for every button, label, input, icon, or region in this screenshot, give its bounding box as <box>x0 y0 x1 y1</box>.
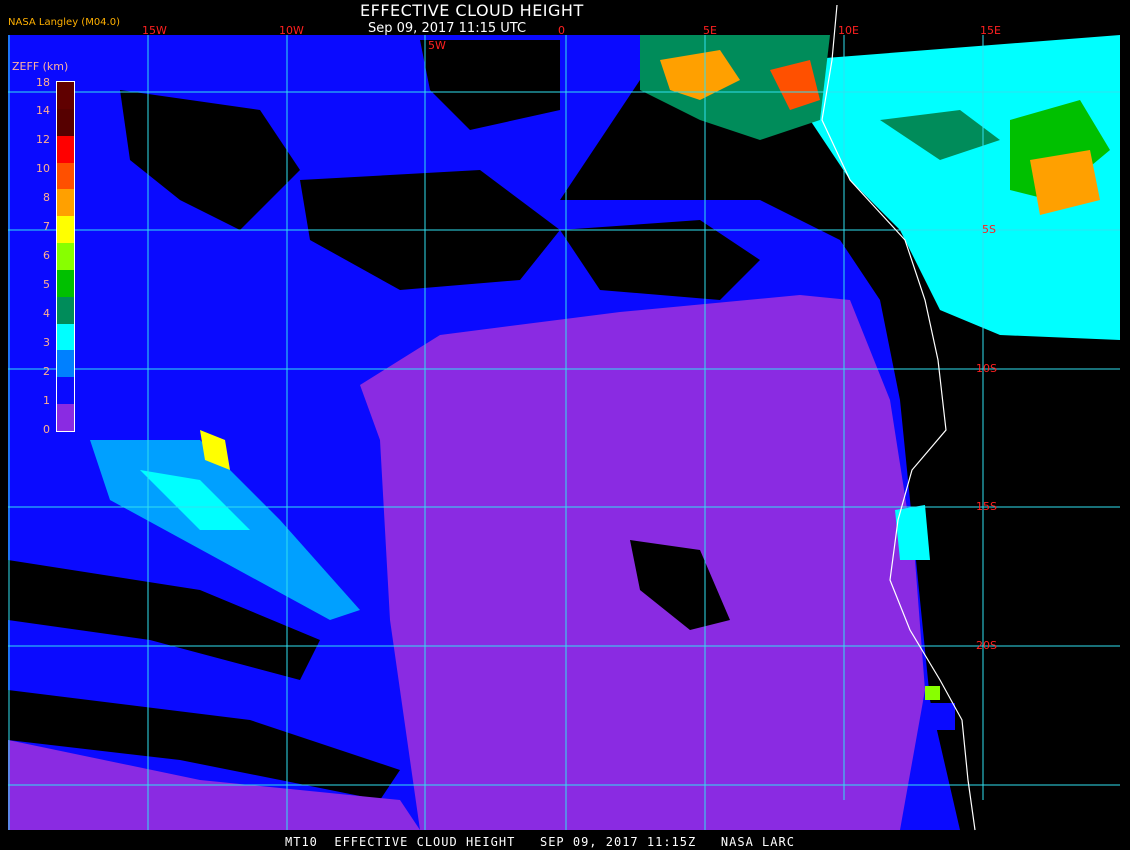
lon-label: 15W <box>142 24 167 37</box>
lat-label: 20S <box>976 639 997 652</box>
lon-label: 10E <box>838 24 859 37</box>
legend-tick-label: 1 <box>43 394 50 407</box>
lat-label: 10S <box>976 362 997 375</box>
legend-tick-label: 7 <box>43 220 50 233</box>
legend-tick-label: 0 <box>43 423 50 436</box>
legend-band <box>57 323 74 351</box>
legend-band <box>57 377 74 405</box>
legend-band <box>57 269 74 297</box>
legend-tick-label: 14 <box>36 104 50 117</box>
legend-title: ZEFF (km) <box>12 60 69 73</box>
legend-band <box>57 350 74 378</box>
lat-lon-grid <box>8 35 1120 830</box>
coastline <box>821 4 976 831</box>
legend-tick-label: 4 <box>43 307 50 320</box>
legend-band <box>57 82 74 109</box>
color-legend <box>56 81 75 432</box>
legend-tick-label: 12 <box>36 133 50 146</box>
legend-band <box>57 162 74 190</box>
legend-band <box>57 216 74 244</box>
map-title: EFFECTIVE CLOUD HEIGHT <box>360 1 584 20</box>
lon-label: 5W <box>428 39 446 52</box>
legend-tick-label: 10 <box>36 162 50 175</box>
lat-label: 15S <box>976 500 997 513</box>
legend-band <box>57 243 74 270</box>
footer-caption: MT10 EFFECTIVE CLOUD HEIGHT SEP 09, 2017… <box>285 835 795 849</box>
legend-tick-label: 3 <box>43 336 50 349</box>
legend-tick-label: 5 <box>43 278 50 291</box>
lat-label: 5S <box>982 223 996 236</box>
legend-tick-label: 2 <box>43 365 50 378</box>
lon-label: 0 <box>558 24 565 37</box>
legend-band <box>57 296 74 324</box>
legend-band <box>57 135 74 163</box>
legend-tick-label: 18 <box>36 76 50 89</box>
legend-band <box>57 108 74 136</box>
credit-label: NASA Langley (M04.0) <box>8 17 120 28</box>
legend-tick-label: 8 <box>43 191 50 204</box>
cloud-field <box>8 35 1120 830</box>
legend-band <box>57 189 74 217</box>
legend-tick-label: 6 <box>43 249 50 262</box>
legend-band <box>57 404 74 431</box>
lon-label: 5E <box>703 24 717 37</box>
map-timestamp: Sep 09, 2017 11:15 UTC <box>368 21 527 36</box>
lon-label: 10W <box>279 24 304 37</box>
lon-label: 15E <box>980 24 1001 37</box>
